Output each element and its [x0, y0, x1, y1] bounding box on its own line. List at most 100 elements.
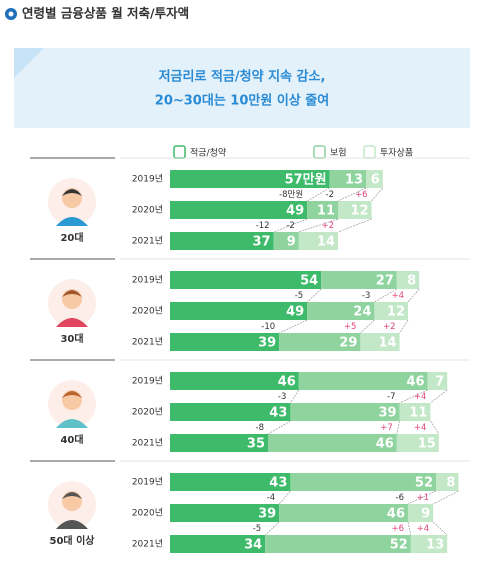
change-connector: [399, 319, 409, 334]
bar-segment: [338, 201, 372, 219]
value-label: 49: [286, 305, 304, 320]
bar-segment: [273, 232, 299, 250]
bar-segment: [298, 372, 428, 390]
banner-fold: [14, 48, 44, 78]
value-label: 46: [376, 437, 394, 452]
group-label: 40대: [60, 433, 83, 446]
avatar-hair: [62, 492, 82, 499]
change-connector: [407, 288, 420, 303]
value-label: 49: [286, 204, 304, 219]
banner-line: 20~30대는 10만원 이상 줄여: [155, 93, 329, 109]
change-label: +5: [344, 322, 357, 332]
value-label: 9: [287, 235, 296, 250]
banner-box: [14, 48, 470, 128]
value-label: 8: [446, 476, 455, 491]
change-connector: [337, 187, 367, 202]
change-connector: [278, 490, 291, 505]
bar-segment: [307, 201, 338, 219]
legend-icon: [313, 145, 326, 159]
legend-icon: [173, 145, 186, 159]
y-tick-label: 2019년: [132, 376, 163, 387]
change-connector: [433, 490, 459, 505]
y-tick-label: 2020년: [132, 407, 163, 418]
bar-segment: [399, 403, 431, 421]
value-label: 11: [409, 406, 427, 421]
avatar-body: [56, 419, 88, 428]
value-label: 24: [353, 305, 371, 320]
change-connector: [307, 187, 330, 202]
value-label: 14: [379, 336, 397, 351]
y-tick-label: 2020년: [132, 205, 163, 216]
value-label: 6: [371, 173, 380, 188]
bar-segment: [366, 170, 383, 188]
bar-segment: [170, 504, 280, 522]
y-tick-label: 2020년: [132, 306, 163, 317]
value-label: 39: [258, 336, 276, 351]
y-tick-label: 2019년: [132, 174, 163, 185]
bar-segment: [170, 170, 330, 188]
bar-segment: [279, 333, 361, 351]
value-label: 11: [317, 204, 335, 219]
bar-segment: [436, 473, 459, 491]
value-label: 54: [300, 274, 318, 289]
change-label: -10: [261, 322, 275, 332]
change-label: -5: [295, 291, 303, 301]
change-label: -8만원: [279, 190, 303, 200]
change-label: -2: [326, 190, 334, 200]
change-connector: [432, 521, 448, 536]
y-tick-label: 2021년: [132, 539, 163, 550]
header-icon-dot: [8, 11, 14, 17]
change-label: +2: [321, 221, 334, 231]
y-tick-label: 2019년: [132, 477, 163, 488]
bar-segment: [170, 473, 291, 491]
bar-segment: [427, 372, 448, 390]
value-label: 27: [376, 274, 394, 289]
change-connector: [399, 389, 428, 404]
bar-segment: [170, 271, 322, 289]
bar-segment: [265, 535, 411, 553]
change-connector: [267, 420, 291, 435]
value-label: 8: [407, 274, 416, 289]
bar-segment: [268, 434, 397, 452]
change-label: -3: [278, 392, 286, 402]
value-label: 43: [269, 406, 287, 421]
change-connector: [337, 218, 372, 233]
avatar-hair: [62, 391, 82, 398]
change-connector: [279, 319, 308, 334]
bar-segment: [321, 271, 397, 289]
bar-segment: [170, 302, 308, 320]
avatar-hair: [62, 290, 82, 297]
legend-label: 적금/청약: [190, 147, 226, 159]
change-connector: [273, 218, 308, 233]
change-label: -3: [362, 291, 370, 301]
legend-icon: [363, 145, 376, 159]
y-tick-label: 2021년: [132, 337, 163, 348]
bar-segment: [290, 473, 436, 491]
change-label: +4: [414, 423, 427, 433]
bar-segment: [329, 170, 366, 188]
change-label: +6: [391, 524, 404, 534]
change-connector: [407, 490, 437, 505]
bar-segment: [396, 271, 420, 289]
value-label: 34: [244, 538, 262, 553]
change-label: +6: [355, 190, 368, 200]
value-label: 13: [345, 173, 363, 188]
value-label: 12: [387, 305, 405, 320]
change-label: -12: [256, 221, 270, 231]
value-label: 9: [421, 507, 430, 522]
change-label: +2: [383, 322, 396, 332]
legend-label: 투자상품: [380, 148, 413, 159]
value-label: 43: [269, 476, 287, 491]
avatar-hair: [62, 189, 82, 196]
change-label: +1: [417, 493, 430, 503]
value-label: 14: [317, 235, 335, 250]
value-label: 46: [387, 507, 405, 522]
value-label: 39: [379, 406, 397, 421]
y-tick-label: 2021년: [132, 438, 163, 449]
legend-label: 보험: [330, 148, 347, 159]
bar-segment: [374, 302, 408, 320]
change-label: +4: [391, 291, 404, 301]
value-label: 39: [258, 507, 276, 522]
value-label: 37: [253, 235, 271, 250]
